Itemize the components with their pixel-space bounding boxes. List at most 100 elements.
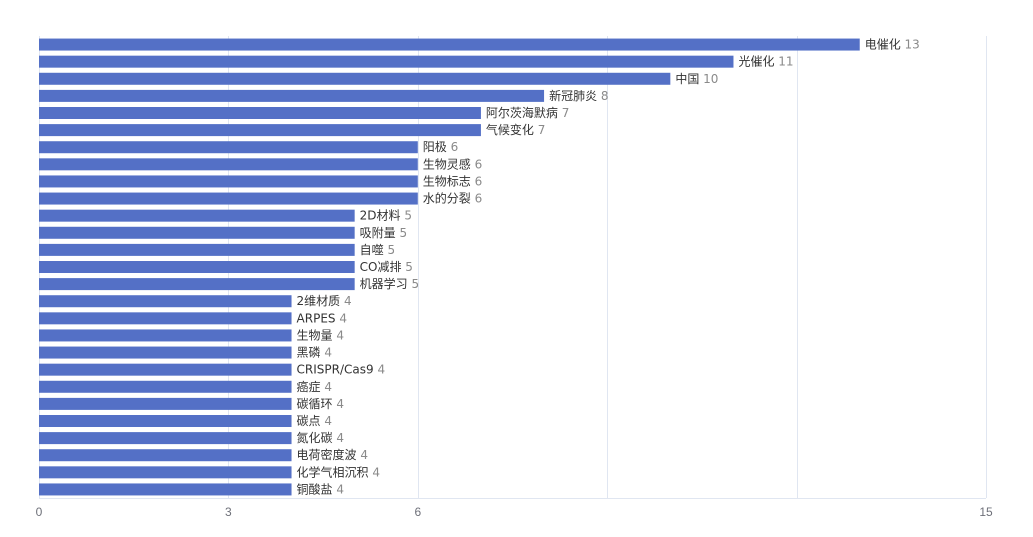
bar-category-label: 光催化 [738,55,774,69]
bar [39,72,671,85]
bar-category-label: 生物量 [297,328,333,342]
x-tick-label: 15 [979,505,993,519]
bar-label: 水的分裂 6 [423,191,482,206]
bar-value-label: 8 [597,89,608,103]
bar-label: 生物标志 6 [423,174,482,188]
bar [39,107,481,119]
bar-category-label: 化学气相沉积 [297,464,369,479]
bar-value-label: 5 [408,277,419,291]
bar [39,466,292,479]
bar [39,483,292,496]
bar-value-label: 4 [333,328,344,342]
bar-category-label: 气候变化 [486,122,534,137]
bar-category-label: 中国 [675,71,699,86]
bar-value-label: 7 [558,106,569,120]
bar-category-label: ARPES [297,311,336,325]
bar-value-label: 5 [396,226,407,240]
bar-value-label: 4 [336,311,347,325]
bar-label: 铜酸盐 4 [297,481,344,496]
bar-label: CO减排 5 [360,260,413,274]
bar [39,415,292,427]
bar [39,432,292,445]
bar [39,141,418,154]
bar-value-label: 5 [401,209,412,223]
bar-value-label: 6 [471,192,482,206]
bar-value-label: 4 [369,465,380,479]
bar-label: 中国 10 [675,71,718,86]
bar [39,449,292,462]
bar-category-label: CO减排 [360,260,402,274]
bar-label: 阿尔茨海默病 7 [486,105,569,120]
bar-value-label: 6 [471,157,482,171]
bar-value-label: 6 [471,174,482,188]
bar-label: 生物灵感 6 [423,156,482,171]
bar-label: ARPES 4 [297,311,347,325]
bar-value-label: 6 [447,140,458,154]
bar-category-label: 碳点 [297,414,321,428]
bar-label: 化学气相沉积 4 [297,464,380,479]
bar-value-label: 4 [321,380,332,394]
bar-label: 自噬 5 [360,242,395,257]
bar [39,89,545,102]
bar-label: 气候变化 7 [486,122,545,137]
bar-category-label: 碳循环 [297,397,333,411]
bar-label: 阳极 6 [423,140,458,154]
bar-category-label: 机器学习 [360,276,408,291]
bar-label: 机器学习 5 [360,276,419,291]
bar [39,226,355,239]
bar-label: 新冠肺炎 8 [549,88,608,103]
bar-label: CRISPR/Cas9 4 [297,363,386,377]
bar [39,55,734,68]
bar-label: 氮化碳 4 [297,430,344,445]
bar [39,295,292,308]
bar-category-label: 水的分裂 [423,191,471,206]
bar-label: 生物量 4 [297,328,344,342]
bar [39,397,292,410]
bar-label: 2维材质 4 [297,294,352,308]
bar-label: 电荷密度波 4 [297,447,368,462]
bar-label: 光催化 11 [738,55,793,69]
bar [39,329,292,342]
bar-label: 黑磷 4 [297,345,332,360]
bar-category-label: 电催化 [865,38,901,52]
bar-value-label: 4 [357,448,368,462]
bar [39,312,292,325]
bar [39,346,292,359]
bar-category-label: 生物标志 [423,174,471,188]
bar-category-label: 癌症 [297,379,321,394]
bar-category-label: 铜酸盐 [297,481,333,496]
bar-category-label: 吸附量 [360,226,396,240]
bar-value-label: 4 [374,363,385,377]
bar-category-label: 电荷密度波 [297,447,357,462]
bar-label: 癌症 4 [297,379,332,394]
x-tick-label: 0 [36,505,43,519]
bar-category-label: 自噬 [360,242,384,257]
bar [39,192,418,205]
bar-value-label: 5 [384,243,395,257]
bar-label: 碳循环 4 [297,397,344,411]
bar-series [39,38,860,496]
bar [39,124,481,137]
bar-value-label: 4 [321,346,332,360]
bar [39,363,292,376]
bar [39,243,355,256]
bar-value-label: 4 [340,294,351,308]
bar [39,380,292,393]
bar-category-label: CRISPR/Cas9 [297,363,374,377]
bar-category-label: 阳极 [423,140,447,154]
bar [39,209,355,222]
bar-value-label: 13 [901,38,920,52]
bar-value-label: 7 [534,123,545,137]
bar-category-label: 生物灵感 [423,156,471,171]
bar-value-label: 11 [774,55,793,69]
bar-label: 2D材料 5 [360,209,412,223]
bar-value-label: 4 [333,431,344,445]
bar-value-label: 4 [333,397,344,411]
bar-label: 吸附量 5 [360,226,407,240]
bar-value-label: 5 [401,260,412,274]
bar [39,38,860,51]
bar-category-label: 阿尔茨海默病 [486,105,558,120]
x-tick-label: 6 [414,505,421,519]
